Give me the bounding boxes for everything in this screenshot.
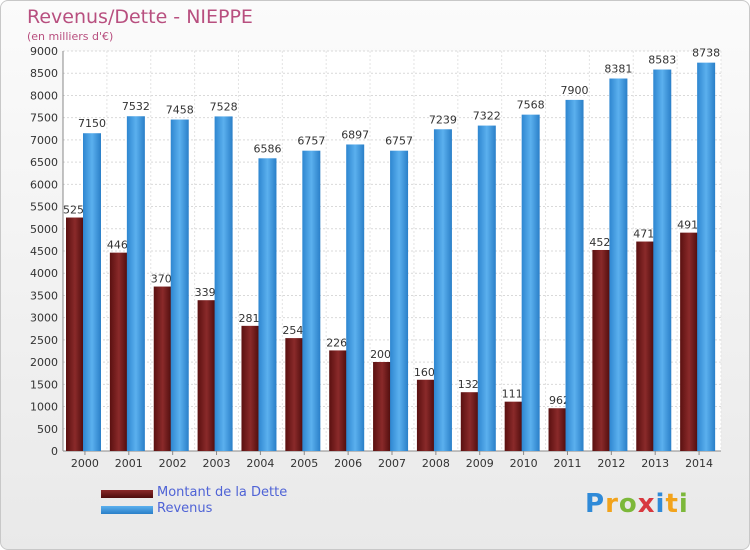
bar-revenus bbox=[126, 116, 145, 451]
data-label-revenus: 7528 bbox=[210, 100, 238, 113]
x-tick-label: 2014 bbox=[685, 457, 713, 470]
bar-debt bbox=[285, 338, 304, 451]
bar-debt bbox=[197, 300, 216, 451]
bar-revenus bbox=[214, 116, 233, 451]
y-tick-label: 2500 bbox=[30, 334, 58, 347]
data-label-revenus: 6757 bbox=[385, 135, 413, 148]
data-label-revenus: 7239 bbox=[429, 113, 457, 126]
data-label-revenus: 7150 bbox=[78, 117, 106, 130]
y-tick-label: 0 bbox=[51, 445, 58, 458]
x-tick-label: 2013 bbox=[641, 457, 669, 470]
bar-debt bbox=[373, 361, 392, 451]
bar-debt bbox=[680, 232, 699, 451]
bar-revenus bbox=[433, 129, 452, 451]
data-label-revenus: 7900 bbox=[561, 84, 589, 97]
legend-swatch-revenus bbox=[101, 506, 153, 514]
bar-debt bbox=[153, 286, 172, 451]
x-tick-label: 2002 bbox=[159, 457, 187, 470]
data-label-revenus: 7532 bbox=[122, 100, 150, 113]
bar-debt bbox=[416, 379, 435, 451]
data-label-revenus: 6757 bbox=[297, 135, 325, 148]
data-label-revenus: 7322 bbox=[473, 110, 501, 123]
bar-debt bbox=[66, 217, 84, 451]
data-label-revenus: 7568 bbox=[517, 99, 545, 112]
y-tick-label: 6500 bbox=[30, 156, 58, 169]
bar-revenus bbox=[83, 133, 101, 451]
y-tick-label: 5500 bbox=[30, 201, 58, 214]
y-tick-label: 2000 bbox=[30, 356, 58, 369]
legend-label-revenus: Revenus bbox=[157, 501, 213, 516]
y-tick-label: 8500 bbox=[30, 67, 58, 80]
bar-debt bbox=[504, 401, 523, 451]
y-tick-label: 6000 bbox=[30, 178, 58, 191]
bar-debt bbox=[636, 241, 655, 451]
bar-debt bbox=[460, 392, 479, 451]
y-tick-label: 9000 bbox=[30, 45, 58, 58]
bar-debt bbox=[241, 325, 260, 451]
bar-revenus bbox=[390, 150, 409, 451]
bar-debt bbox=[329, 350, 348, 451]
data-label-revenus: 8381 bbox=[604, 63, 632, 76]
x-tick-label: 2003 bbox=[203, 457, 231, 470]
x-tick-label: 2005 bbox=[290, 457, 318, 470]
y-tick-label: 1000 bbox=[30, 401, 58, 414]
bar-debt bbox=[592, 249, 611, 451]
bar-revenus bbox=[170, 119, 189, 452]
y-tick-label: 3000 bbox=[30, 312, 58, 325]
x-tick-label: 2007 bbox=[378, 457, 406, 470]
bar-revenus bbox=[258, 158, 277, 452]
legend-label-debt: Montant de la Dette bbox=[157, 485, 288, 500]
data-label-revenus: 8583 bbox=[648, 54, 676, 67]
x-tick-label: 2008 bbox=[422, 457, 450, 470]
x-tick-label: 2012 bbox=[597, 457, 625, 470]
chart-title: Revenus/Dette - NIEPPE bbox=[27, 6, 253, 28]
x-tick-label: 2006 bbox=[334, 457, 362, 470]
bar-revenus bbox=[565, 99, 584, 451]
bar-revenus bbox=[521, 114, 540, 452]
bar-revenus bbox=[477, 125, 496, 452]
y-tick-label: 4500 bbox=[30, 245, 58, 258]
y-tick-label: 7500 bbox=[30, 112, 58, 125]
bar-revenus bbox=[609, 78, 628, 451]
y-tick-label: 1500 bbox=[30, 378, 58, 391]
legend-swatch-debt bbox=[101, 490, 153, 498]
data-label-debt: 962 bbox=[549, 394, 570, 407]
x-tick-label: 2011 bbox=[553, 457, 581, 470]
bar-revenus bbox=[302, 150, 321, 451]
y-tick-label: 3500 bbox=[30, 289, 58, 302]
x-tick-label: 2009 bbox=[466, 457, 494, 470]
y-tick-label: 5000 bbox=[30, 223, 58, 236]
y-tick-label: 8000 bbox=[30, 89, 58, 102]
bar-debt bbox=[548, 408, 567, 451]
data-label-revenus: 6897 bbox=[341, 128, 369, 141]
x-tick-label: 2004 bbox=[246, 457, 274, 470]
bar-revenus bbox=[346, 144, 365, 451]
chart-subtitle: (en milliers d'€) bbox=[27, 30, 114, 43]
data-label-revenus: 8738 bbox=[692, 47, 720, 60]
data-label-revenus: 6586 bbox=[253, 142, 281, 155]
y-tick-label: 4000 bbox=[30, 267, 58, 280]
y-tick-label: 7000 bbox=[30, 134, 58, 147]
x-tick-label: 2001 bbox=[115, 457, 143, 470]
proxiti-logo: Proxiti bbox=[585, 489, 689, 519]
bar-debt bbox=[109, 252, 128, 451]
x-tick-label: 2000 bbox=[71, 457, 99, 470]
data-label-revenus: 7458 bbox=[166, 104, 194, 117]
bar-revenus bbox=[697, 62, 716, 452]
x-tick-label: 2010 bbox=[510, 457, 538, 470]
y-tick-label: 500 bbox=[37, 423, 58, 436]
bar-revenus bbox=[653, 69, 672, 452]
